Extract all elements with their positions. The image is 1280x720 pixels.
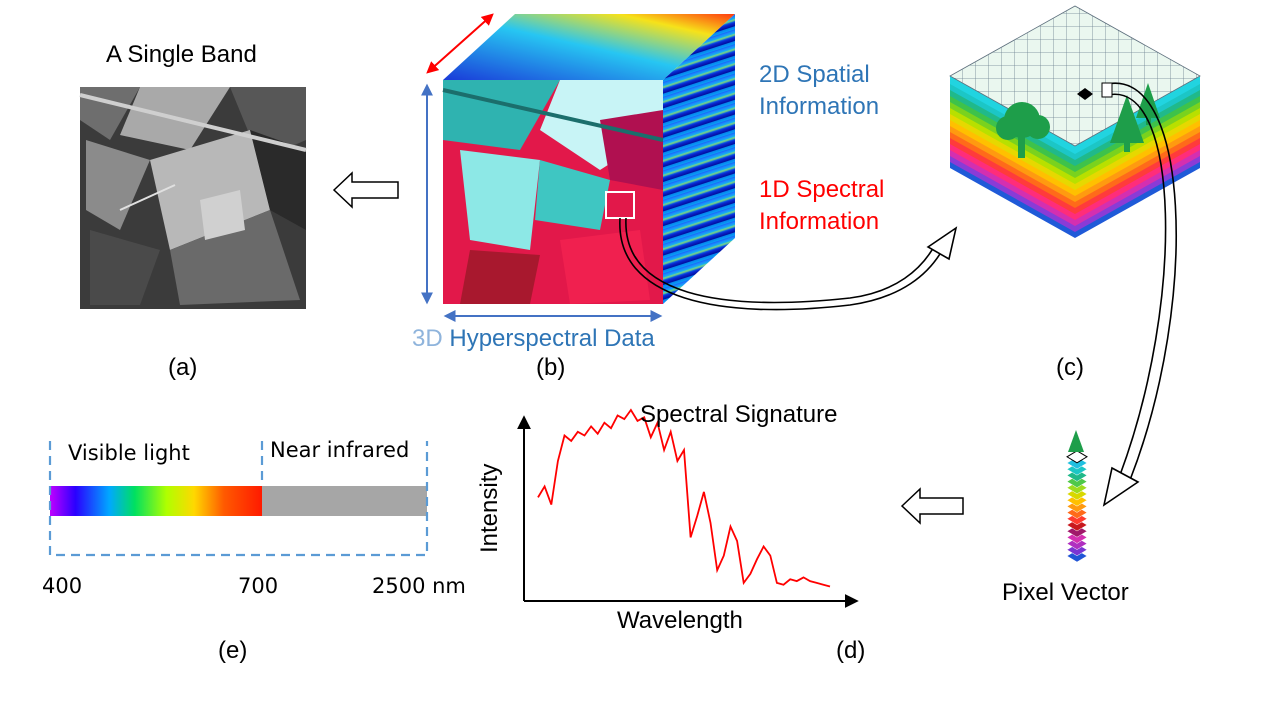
- pixel-vector-label: Pixel Vector: [1002, 579, 1129, 606]
- tick-400: 400: [42, 574, 83, 598]
- visible-band: [50, 486, 262, 516]
- near-infrared-band: [262, 486, 427, 516]
- spatial-info-line2: Information: [759, 93, 880, 120]
- spatial-info-line1: 2D Spatial: [759, 61, 870, 88]
- panel-b-label: (b): [536, 354, 566, 381]
- signature-line: [537, 408, 831, 588]
- panel-c-label: (c): [1056, 354, 1084, 381]
- panel-e-label: (e): [218, 637, 248, 664]
- tick-700: 700: [238, 574, 279, 598]
- pixel-vector-column: [1066, 450, 1088, 563]
- curved-arrow-icon: [619, 217, 958, 311]
- left-arrow-icon: [332, 171, 399, 209]
- cube-caption-main: Hyperspectral Data: [449, 325, 655, 352]
- intensity-label: Intensity: [476, 463, 503, 553]
- tick-2500: 2500 nm: [372, 574, 466, 598]
- single-band-title: A Single Band: [106, 41, 257, 68]
- pixel-vector-tree-icon: [1068, 430, 1084, 452]
- selected-pixel-marker: [1077, 88, 1093, 100]
- spectral-signature-chart: [517, 408, 859, 608]
- spectral-info-line2: Information: [759, 208, 880, 235]
- cube-caption: 3D Hyperspectral Data: [412, 327, 655, 351]
- left-arrow-icon: [900, 487, 964, 525]
- panel-d-label: (d): [836, 637, 866, 664]
- tree-icon: [996, 102, 1050, 158]
- near-infrared-label: Near infrared: [270, 438, 410, 462]
- cube-caption-prefix: 3D: [412, 325, 443, 352]
- spectral-info-line1: 1D Spectral: [759, 176, 885, 203]
- visible-light-label: Visible light: [68, 441, 190, 465]
- spectral-layer-stack: [949, 5, 1201, 238]
- pixel-vector-top-cell: [1066, 450, 1088, 464]
- dashed-frame: [48, 441, 429, 557]
- signature-title: Spectral Signature: [640, 401, 838, 428]
- spectrum-bar: [48, 441, 429, 557]
- depth-arrow: [426, 13, 494, 74]
- wavelength-label: Wavelength: [617, 607, 743, 634]
- stack-to-vector-arrow: [1101, 82, 1177, 507]
- single-band-image: [79, 87, 307, 309]
- panel-a-label: (a): [168, 354, 198, 381]
- hyperspectral-cube: [442, 14, 735, 304]
